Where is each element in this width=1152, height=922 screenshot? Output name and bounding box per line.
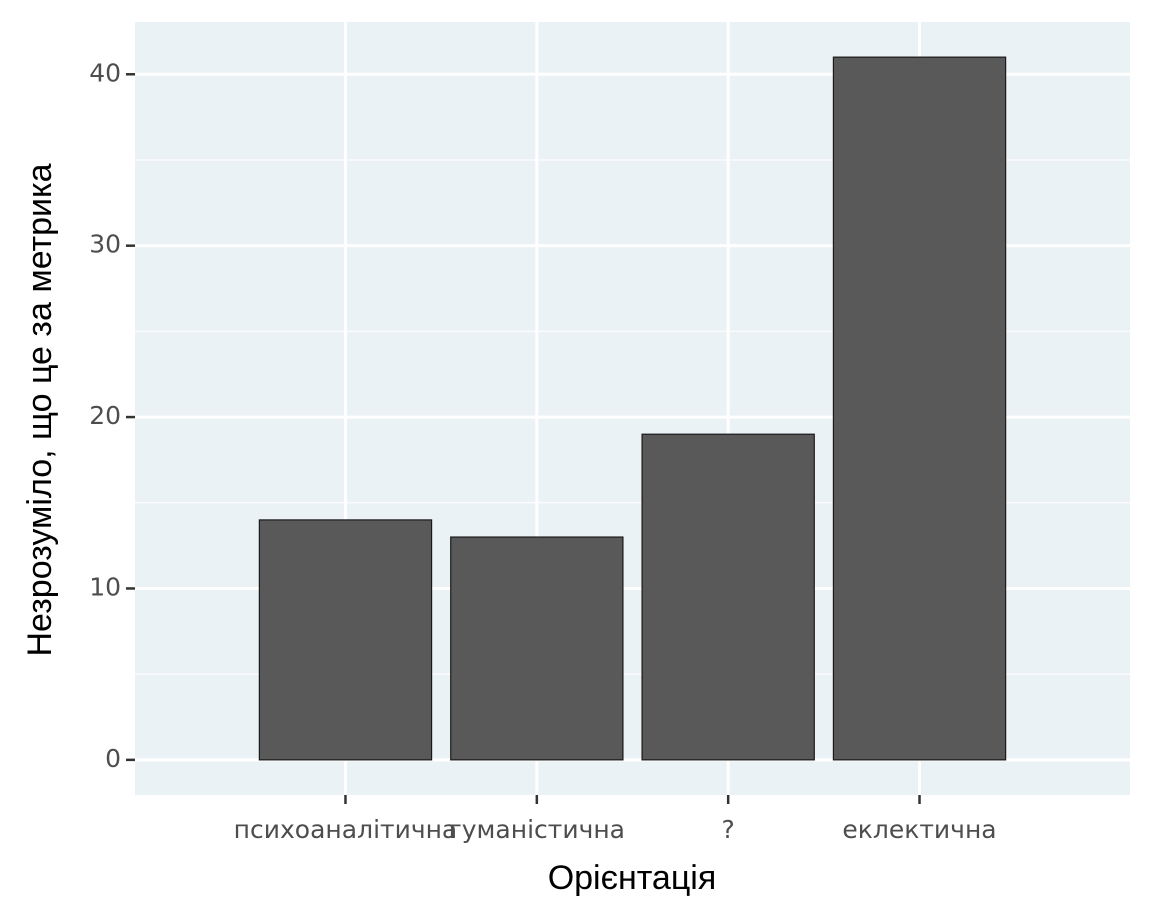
y-tick-label: 40 (89, 58, 121, 87)
y-axis-title: Незрозуміло, що це за метрика (21, 163, 59, 656)
y-tick-label: 0 (105, 744, 121, 773)
x-tick-label: психоаналітична (234, 815, 458, 844)
y-tick-label: 20 (89, 401, 121, 430)
x-tick-label: гуманістична (449, 815, 625, 844)
y-tick-label: 30 (89, 230, 121, 259)
x-tick-label: ? (722, 815, 735, 844)
y-tick-label: 10 (89, 572, 121, 601)
bar (258, 519, 433, 761)
x-axis-title: Орієнтація (548, 859, 717, 897)
bar (641, 433, 815, 761)
bar (450, 536, 624, 761)
x-tick-label: еклектична (842, 815, 996, 844)
bar (832, 56, 1007, 761)
